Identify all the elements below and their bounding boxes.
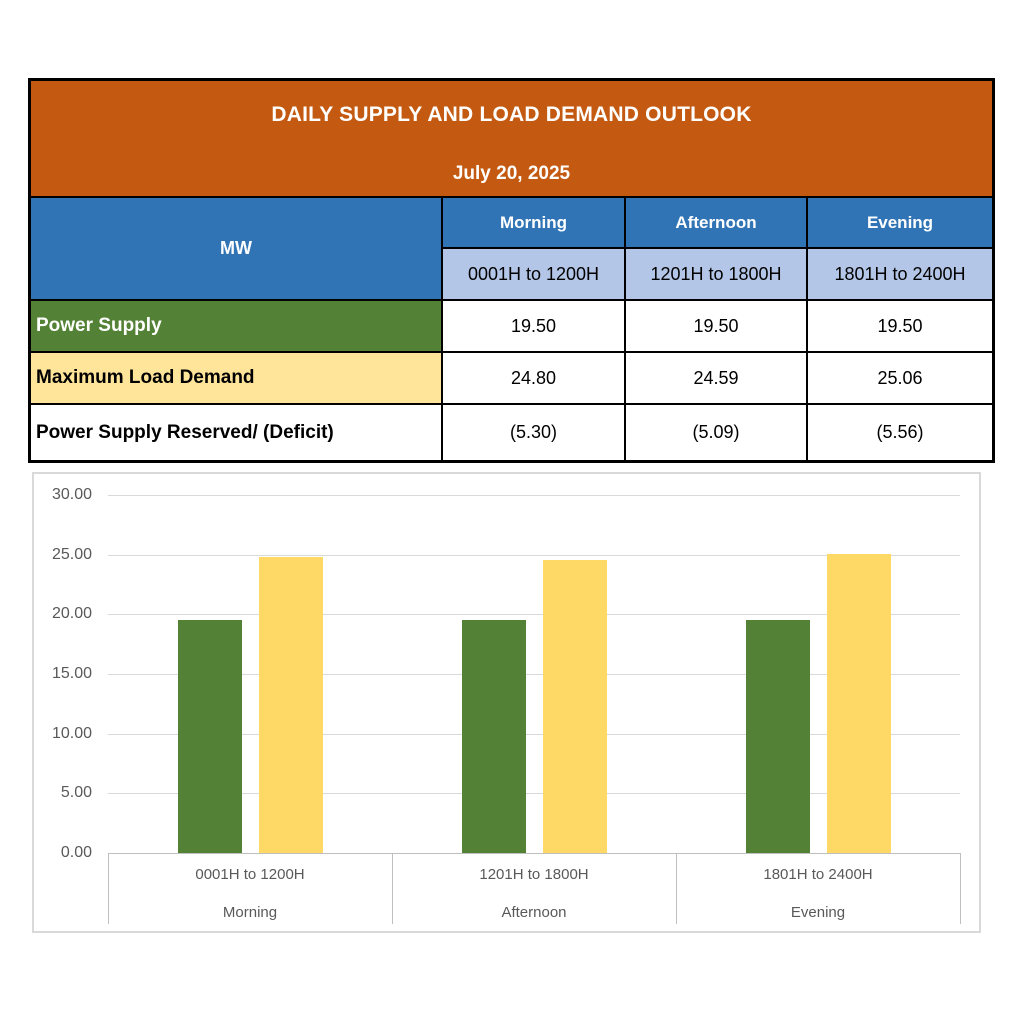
- x-axis-separator: [676, 853, 677, 924]
- value-supply-morning: 19.50: [443, 301, 626, 353]
- y-axis-tick-label: 5.00: [60, 784, 92, 802]
- table-title-block: DAILY SUPPLY AND LOAD DEMAND OUTLOOK Jul…: [31, 81, 992, 198]
- subheader-morning-hours: 0001H to 1200H: [443, 249, 626, 301]
- y-axis-tick-label: 10.00: [51, 724, 92, 742]
- row-label-power-supply: Power Supply: [31, 301, 443, 353]
- supply-demand-bar-chart: 0.00 5.00 10.00 15.00 20.00 25.00 30.00 0001H t…: [32, 472, 981, 933]
- row-label-reserve-deficit: Power Supply Reserved/ (Deficit): [31, 405, 443, 460]
- y-gridline: [108, 793, 960, 795]
- value-demand-evening: 25.06: [808, 353, 992, 405]
- subheader-evening-hours: 1801H to 2400H: [808, 249, 992, 301]
- y-axis-tick-label: 20.00: [51, 605, 92, 623]
- value-demand-morning: 24.80: [443, 353, 626, 405]
- y-axis-tick-label: 30.00: [51, 486, 92, 503]
- column-header-evening: Evening: [808, 198, 992, 249]
- y-gridline: [108, 495, 960, 496]
- value-supply-afternoon: 19.50: [626, 301, 808, 353]
- y-gridline: [108, 733, 960, 735]
- bar-power-supply-morning: [177, 620, 242, 853]
- report-date: July 20, 2025: [452, 162, 571, 184]
- y-gridline: [108, 614, 960, 616]
- x-axis-separator: [108, 853, 109, 924]
- x-axis-line: [108, 853, 960, 854]
- column-header-afternoon: Afternoon: [626, 198, 808, 249]
- x-axis-label-hours-morning: 0001H to 1200H: [195, 866, 305, 883]
- x-axis-separator: [960, 853, 961, 924]
- corner-header-mw: MW: [31, 198, 443, 301]
- row-label-max-load-demand: Maximum Load Demand: [31, 353, 443, 405]
- y-gridline: [108, 554, 960, 556]
- value-reserve-afternoon: (5.09): [626, 405, 808, 460]
- value-reserve-evening: (5.56): [808, 405, 992, 460]
- value-demand-afternoon: 24.59: [626, 353, 808, 405]
- x-axis-separator: [392, 853, 393, 924]
- bar-power-supply-afternoon: [461, 620, 526, 853]
- supply-demand-table: DAILY SUPPLY AND LOAD DEMAND OUTLOOK Jul…: [28, 78, 995, 463]
- bar-maximum-load-demand-evening: [826, 554, 891, 853]
- x-axis-label-period-afternoon: Afternoon: [501, 904, 567, 921]
- bar-maximum-load-demand-afternoon: [542, 559, 607, 853]
- bar-power-supply-evening: [745, 620, 810, 853]
- x-axis-label-hours-evening: 1801H to 2400H: [763, 866, 873, 883]
- page-title: DAILY SUPPLY AND LOAD DEMAND OUTLOOK: [271, 102, 752, 126]
- subheader-afternoon-hours: 1201H to 1800H: [626, 249, 808, 301]
- y-axis-tick-label: 25.00: [51, 545, 92, 563]
- value-reserve-morning: (5.30): [443, 405, 626, 460]
- x-axis-label-hours-afternoon: 1201H to 1800H: [479, 866, 589, 883]
- y-gridline: [108, 674, 960, 675]
- y-axis-tick-label: 0.00: [60, 844, 92, 861]
- y-axis-tick-label: 15.00: [51, 665, 92, 682]
- column-header-morning: Morning: [443, 198, 626, 249]
- x-axis-label-period-morning: Morning: [222, 904, 278, 921]
- x-axis-label-period-evening: Evening: [790, 904, 846, 921]
- bar-maximum-load-demand-morning: [258, 557, 323, 853]
- value-supply-evening: 19.50: [808, 301, 992, 353]
